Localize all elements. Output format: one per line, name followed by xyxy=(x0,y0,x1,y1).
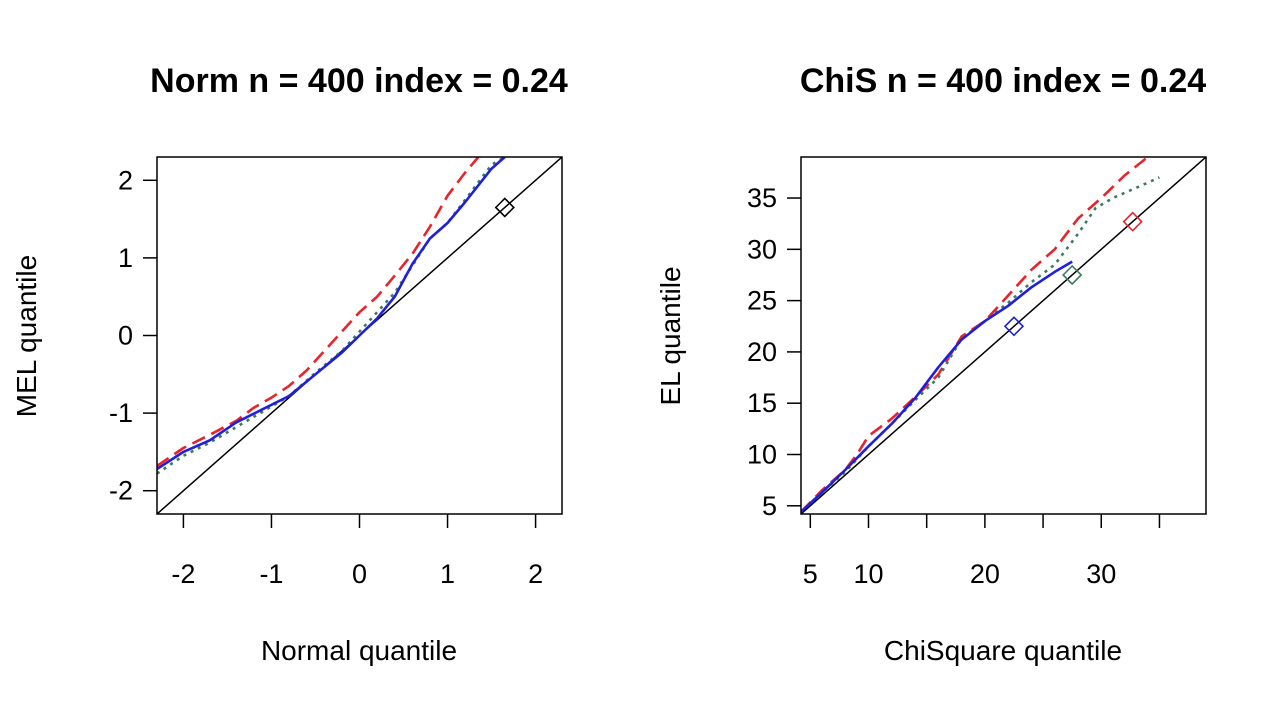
x-axis-label: ChiSquare quantile xyxy=(884,635,1122,666)
y-tick-label: 30 xyxy=(747,234,777,264)
x-tick-label: 2 xyxy=(528,559,543,589)
series-line-green-dotted xyxy=(157,157,506,475)
y-tick-label: 10 xyxy=(747,440,777,470)
y-tick-label: -2 xyxy=(109,476,133,506)
plot-frame xyxy=(800,156,1207,515)
x-tick-label: 1 xyxy=(440,559,455,589)
x-tick-label: 0 xyxy=(352,559,367,589)
chart-title: Norm n = 400 index = 0.24 xyxy=(150,62,568,100)
y-tick-label: 1 xyxy=(118,243,133,273)
series-line-red-dashed xyxy=(157,157,480,467)
y-axis-label: EL quantile xyxy=(655,266,686,405)
series-line-blue-solid xyxy=(157,157,506,471)
y-axis-label: MEL quantile xyxy=(11,255,42,417)
x-axis-label: Normal quantile xyxy=(261,635,457,666)
diamond-marker-1 xyxy=(1062,264,1083,286)
diamond-marker-0 xyxy=(1003,316,1025,337)
x-tick-label: -2 xyxy=(171,559,195,589)
x-tick-label: 20 xyxy=(970,559,1000,589)
y-tick-label: 2 xyxy=(118,165,133,195)
x-tick-label: 10 xyxy=(853,559,883,589)
diamond-marker-2 xyxy=(1122,211,1143,232)
plot-area xyxy=(801,157,1206,514)
y-tick-label: 15 xyxy=(747,388,777,418)
series-line-blue-solid xyxy=(801,260,1073,513)
series-line-red-dashed xyxy=(801,157,1149,513)
y-tick-label: 25 xyxy=(747,286,777,316)
reference-line xyxy=(801,157,1206,514)
y-tick-label: -1 xyxy=(109,398,133,428)
y-tick-label: 0 xyxy=(118,321,133,351)
x-tick-label: -1 xyxy=(259,559,283,589)
y-tick-label: 35 xyxy=(747,183,777,213)
chart-title: ChiS n = 400 index = 0.24 xyxy=(800,62,1206,100)
panel-chisq: ChiS n = 400 index = 0.24 ChiSquare quan… xyxy=(655,62,1207,666)
x-tick-label: 30 xyxy=(1086,559,1116,589)
y-tick-label: 20 xyxy=(747,337,777,367)
plot-area xyxy=(157,157,562,514)
x-tick-label: 5 xyxy=(803,559,818,589)
panel-norm: Norm n = 400 index = 0.24 Normal quantil… xyxy=(11,62,568,666)
diamond-marker-0 xyxy=(494,197,515,218)
y-tick-label: 5 xyxy=(762,491,777,521)
